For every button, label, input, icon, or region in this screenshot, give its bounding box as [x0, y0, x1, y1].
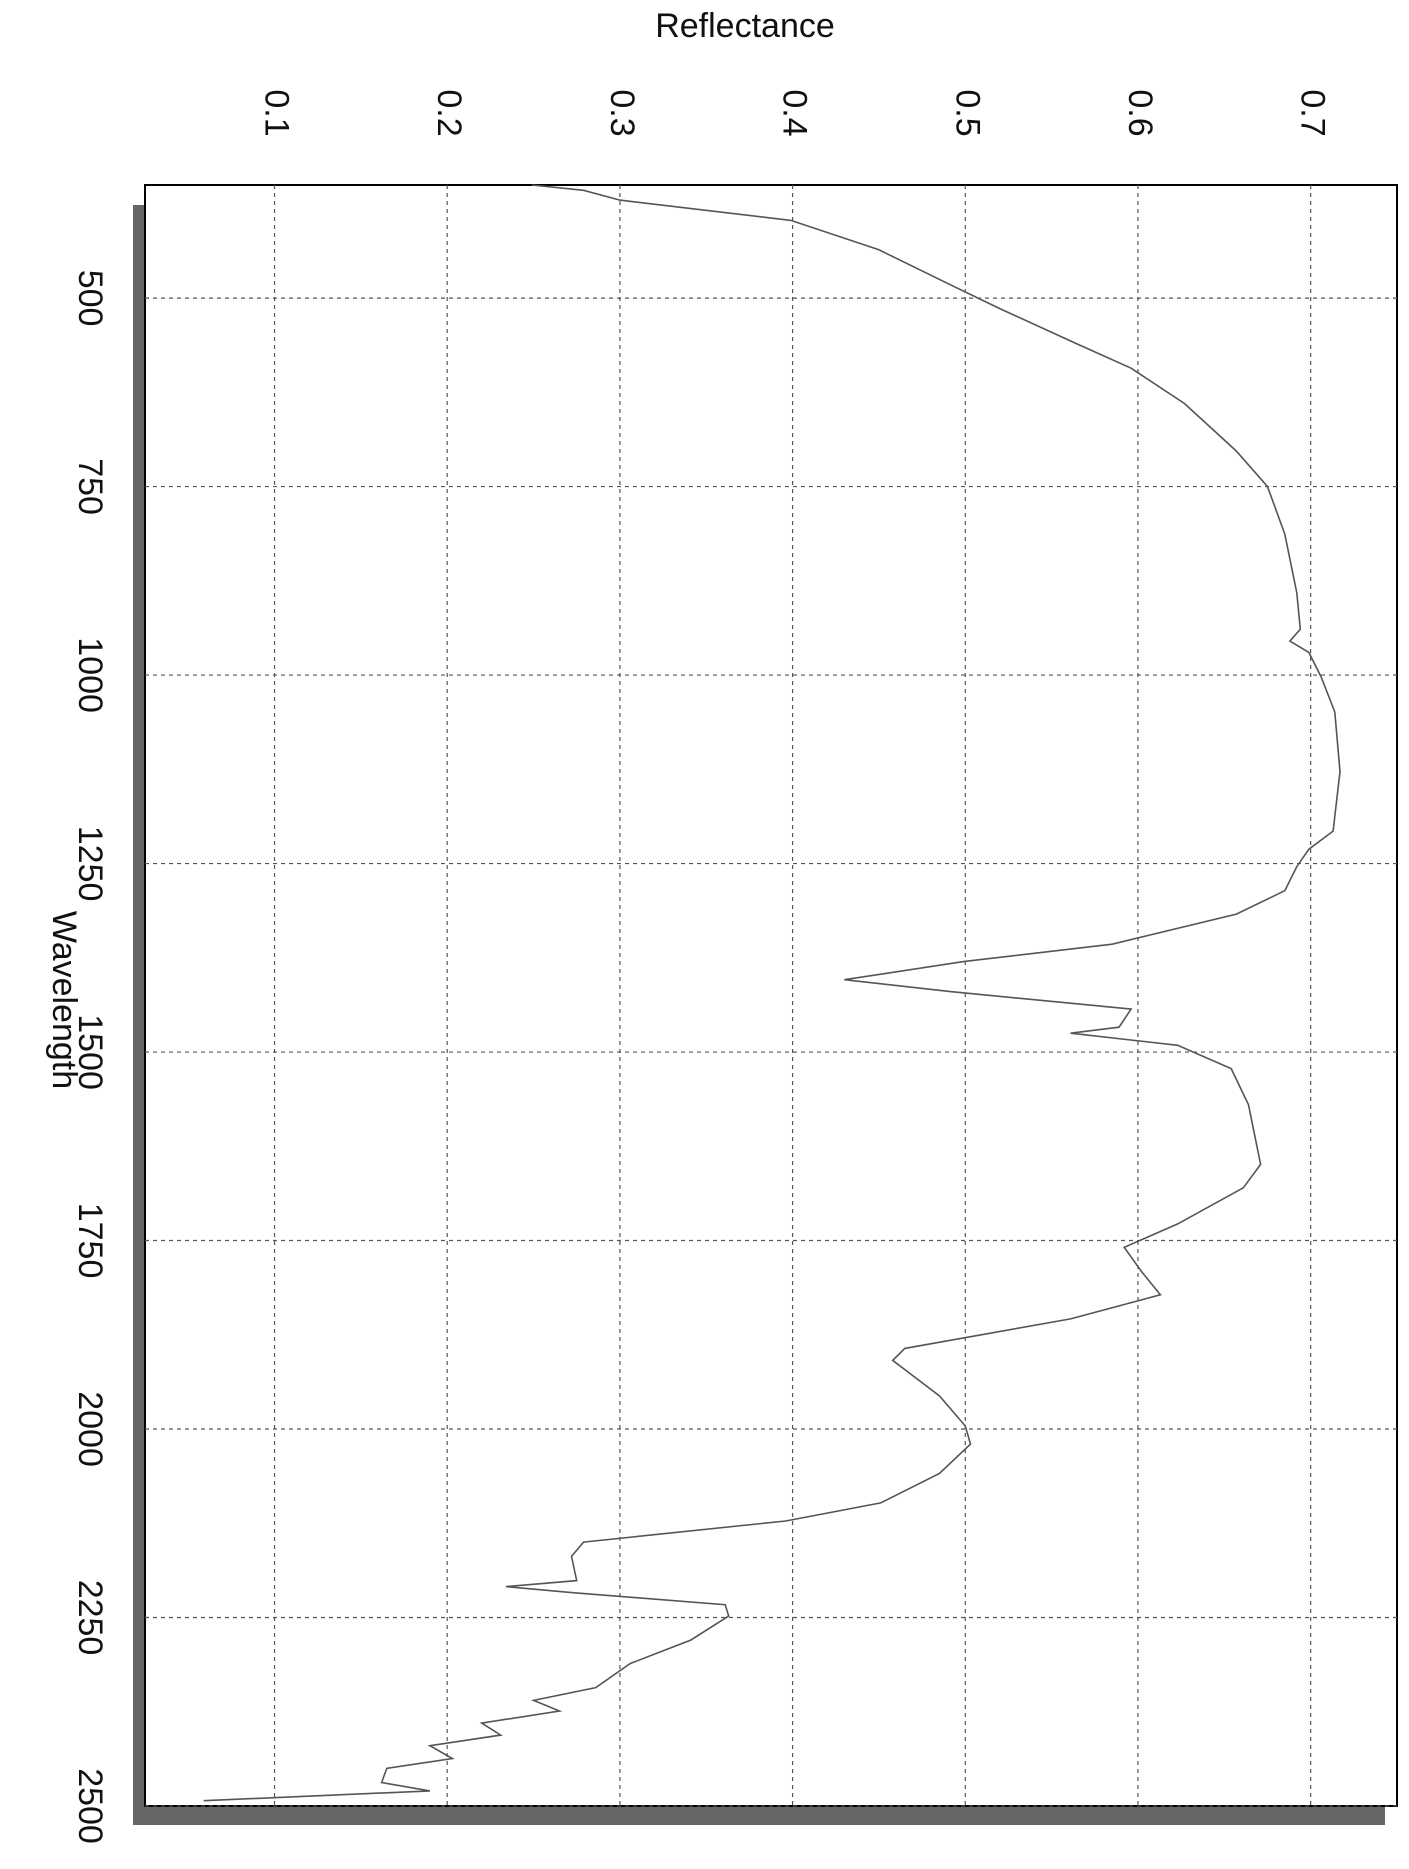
- x-tick-label: 750: [71, 458, 109, 515]
- y-tick-label: 0.2: [430, 89, 468, 136]
- y-tick-label: 0.6: [1121, 89, 1159, 136]
- x-axis-title: Wavelength: [45, 911, 83, 1089]
- y-axis-title: Reflectance: [655, 7, 835, 45]
- x-tick-label: 1750: [71, 1203, 109, 1279]
- plot-area: [144, 184, 1398, 1807]
- x-tick-label: 1500: [71, 1014, 109, 1090]
- y-tick-label: 0.4: [776, 89, 814, 136]
- x-tick-label: 2500: [71, 1768, 109, 1844]
- spectrum-line: [203, 184, 1341, 1802]
- y-tick-label: 0.7: [1294, 89, 1332, 136]
- y-tick-label: 0.5: [948, 89, 986, 136]
- x-tick-label: 2000: [71, 1391, 109, 1467]
- x-tick-label: 2250: [71, 1580, 109, 1656]
- x-tick-label: 1250: [71, 826, 109, 902]
- y-tick-label: 0.1: [258, 89, 296, 136]
- x-tick-label: 500: [71, 270, 109, 327]
- x-tick-label: 1000: [71, 637, 109, 713]
- y-tick-label: 0.3: [603, 89, 641, 136]
